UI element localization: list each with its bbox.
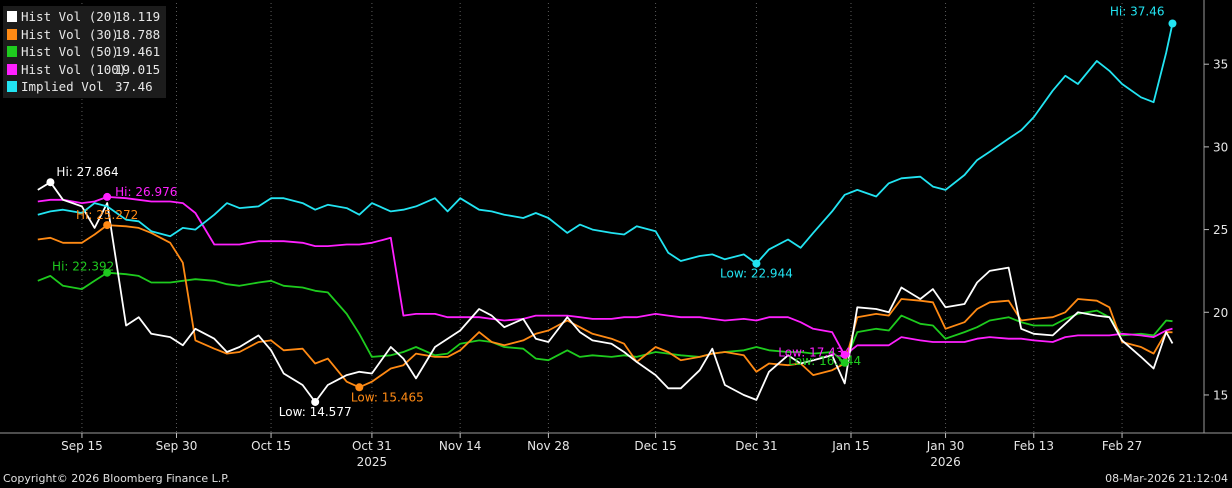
- extreme-marker: [103, 221, 111, 229]
- legend-swatch: [7, 46, 17, 57]
- x-tick-label: Oct 15: [251, 439, 291, 453]
- legend-series-value: 18.119: [115, 9, 160, 24]
- legend-entry[interactable]: Hist Vol (30) 18.788: [7, 26, 162, 44]
- extreme-marker: [46, 178, 54, 186]
- series-line-hist-vol-50: [38, 273, 1173, 363]
- legend-series-name: Hist Vol (20): [21, 9, 111, 24]
- extreme-label: Hi: 26.976: [115, 185, 177, 199]
- x-tick-label: Jan 30: [926, 439, 965, 453]
- legend-series-name: Hist Vol (50): [21, 44, 111, 59]
- y-tick-label: 35: [1213, 58, 1228, 72]
- series-line-hist-vol-20: [38, 182, 1173, 402]
- y-tick-label: 15: [1213, 388, 1228, 402]
- x-tick-label: Sep 15: [61, 439, 103, 453]
- legend-series-name: Hist Vol (100): [21, 62, 111, 77]
- extreme-marker: [1168, 20, 1176, 28]
- legend-entry[interactable]: Hist Vol (100) 19.015: [7, 61, 162, 79]
- x-tick-label: Dec 31: [735, 439, 777, 453]
- legend-swatch: [7, 64, 17, 75]
- x-tick-label: Nov 28: [527, 439, 570, 453]
- series-line-implied-vol: [38, 24, 1173, 264]
- copyright-text: Copyright© 2026 Bloomberg Finance L.P.: [3, 472, 230, 488]
- legend-swatch: [7, 81, 17, 92]
- x-tick-label: Oct 31: [352, 439, 392, 453]
- extreme-label: Hi: 27.864: [56, 165, 118, 179]
- chart-legend: Hist Vol (20) 18.119 Hist Vol (30) 18.78…: [3, 6, 166, 98]
- x-year-label: 2026: [930, 455, 961, 469]
- legend-series-value: 18.788: [115, 27, 160, 42]
- extreme-label: Hi: 22.392: [52, 260, 114, 274]
- legend-series-name: Implied Vol: [21, 79, 111, 94]
- extreme-label: Low: 17.434: [778, 346, 851, 360]
- extreme-label: Hi: 37.46: [1110, 5, 1165, 19]
- legend-entry[interactable]: Hist Vol (20) 18.119: [7, 8, 162, 26]
- legend-entry[interactable]: Implied Vol 37.46: [7, 78, 162, 96]
- extreme-label: Low: 14.577: [279, 405, 352, 419]
- extreme-marker: [103, 193, 111, 201]
- x-tick-label: Dec 15: [634, 439, 676, 453]
- legend-entry[interactable]: Hist Vol (50) 19.461: [7, 43, 162, 61]
- x-tick-label: Jan 15: [831, 439, 870, 453]
- legend-series-value: 37.46: [115, 79, 153, 94]
- legend-swatch: [7, 29, 17, 40]
- y-tick-label: 30: [1213, 140, 1228, 154]
- timestamp-text: 08-Mar-2026 21:12:04: [1105, 472, 1228, 488]
- x-tick-label: Feb 13: [1014, 439, 1054, 453]
- legend-series-value: 19.015: [115, 62, 160, 77]
- legend-series-name: Hist Vol (30): [21, 27, 111, 42]
- extreme-label: Hi: 25.272: [76, 208, 138, 222]
- extreme-label: Low: 22.944: [720, 267, 793, 281]
- series-line-hist-vol-30: [38, 225, 1173, 387]
- legend-series-value: 19.461: [115, 44, 160, 59]
- x-tick-label: Feb 27: [1102, 439, 1142, 453]
- x-year-label: 2025: [357, 455, 388, 469]
- legend-swatch: [7, 11, 17, 22]
- x-tick-label: Sep 30: [156, 439, 198, 453]
- x-tick-label: Nov 14: [439, 439, 482, 453]
- y-tick-label: 25: [1213, 223, 1228, 237]
- y-tick-label: 20: [1213, 306, 1228, 320]
- extreme-label: Low: 15.465: [351, 390, 424, 404]
